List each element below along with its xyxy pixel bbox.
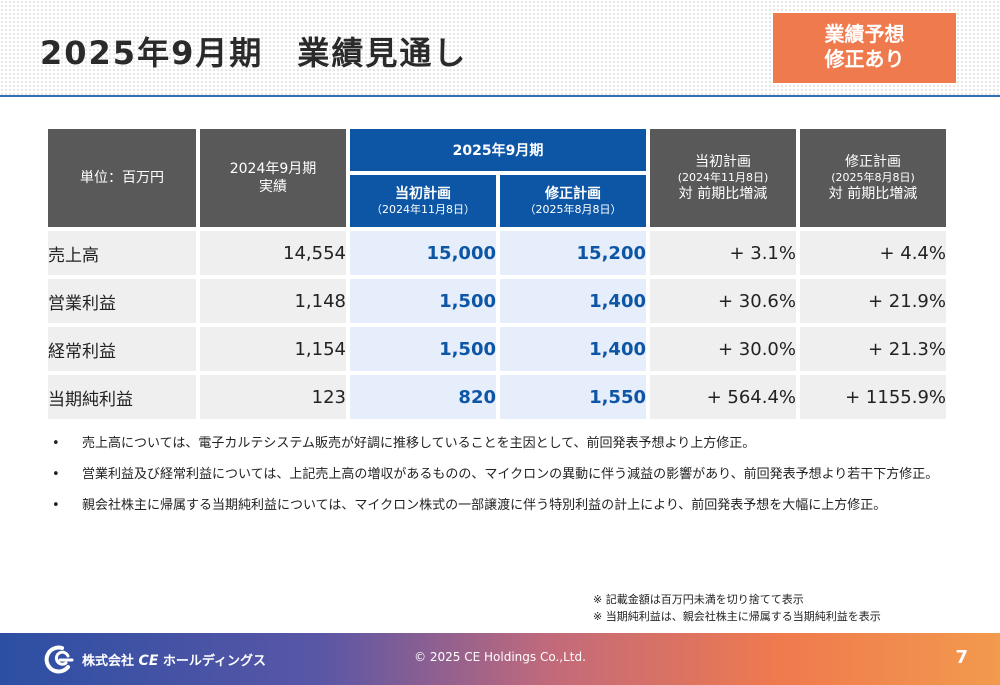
table-row: 当期純利益 123 820 1,550 + 564.4% + 1155.9% [48, 375, 946, 419]
note-text: 親会社株主に帰属する当期純利益については、マイクロン株式の一部譲渡に伴う特別利益… [82, 498, 887, 513]
bullet-marker: • [52, 467, 60, 482]
table-row: 売上高 14,554 15,000 15,200 + 3.1% + 4.4% [48, 231, 946, 275]
logo-wordmark: 株式会社 CE ホールディングス [82, 652, 267, 669]
list-item: • 親会社株主に帰属する当期純利益については、マイクロン株式の一部譲渡に伴う特別… [52, 496, 952, 515]
note-text: 営業利益及び経常利益については、上記売上高の増収があるものの、マイクロンの異動に… [82, 467, 939, 482]
bullet-marker: • [52, 436, 60, 451]
footnotes: ※ 記載金額は百万円未満を切り捨てて表示 ※ 当期純利益は、親会社株主に帰属する… [593, 591, 881, 625]
note-text: 売上高については、電子カルテシステム販売が好調に推移していることを主因として、前… [82, 436, 756, 451]
current-period-header: 2025年9月期 [350, 129, 646, 171]
initial-change-header: 当初計画 (2024年11月8日) 対 前期比増減 [650, 129, 796, 227]
slide-footer: 株式会社 CE ホールディングス © 2025 CE Holdings Co.,… [0, 633, 1000, 685]
table-row: 営業利益 1,148 1,500 1,400 + 30.6% + 21.9% [48, 279, 946, 323]
page-title: 2025年9月期 業績見通し [40, 34, 468, 72]
list-item: • 売上高については、電子カルテシステム販売が好調に推移していることを主因として… [52, 434, 952, 453]
explanation-notes: • 売上高については、電子カルテシステム販売が好調に推移していることを主因として… [52, 434, 952, 527]
ce-logo-icon [44, 645, 74, 674]
revised-plan-header: 修正計画 （2025年8月8日） [500, 175, 646, 227]
revised-change-header: 修正計画 (2025年8月8日) 対 前期比増減 [800, 129, 946, 227]
unit-header: 単位：百万円 [48, 129, 196, 227]
footnote: ※ 当期純利益は、親会社株主に帰属する当期純利益を表示 [593, 610, 881, 623]
prev-actual-header: 2024年9月期 実績 [200, 129, 346, 227]
badge-line-1: 業績予想 [824, 22, 905, 46]
table-row: 経常利益 1,154 1,500 1,400 + 30.0% + 21.3% [48, 327, 946, 371]
page-number: 7 [955, 647, 968, 668]
copyright: © 2025 CE Holdings Co.,Ltd. [414, 650, 586, 664]
company-logo: 株式会社 CE ホールディングス [42, 643, 266, 675]
forecast-revision-badge: 業績予想 修正あり [773, 13, 956, 83]
slide-header: 2025年9月期 業績見通し 業績予想 修正あり [0, 0, 1000, 97]
initial-plan-header: 当初計画 （2024年11月8日） [350, 175, 496, 227]
list-item: • 営業利益及び経常利益については、上記売上高の増収があるものの、マイクロンの異… [52, 465, 952, 484]
earnings-forecast-table: 単位：百万円 2024年9月期 実績 2025年9月期 当初計画 (2024年1… [44, 125, 950, 423]
bullet-marker: • [52, 498, 60, 513]
footnote: ※ 記載金額は百万円未満を切り捨てて表示 [593, 593, 804, 606]
badge-line-2: 修正あり [824, 47, 905, 71]
